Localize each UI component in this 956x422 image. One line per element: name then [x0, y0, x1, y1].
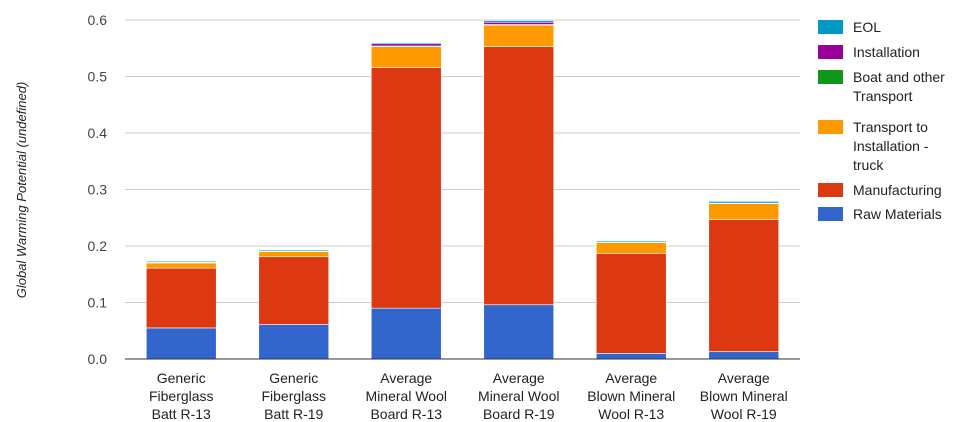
bar-segment	[258, 324, 330, 360]
y-tick-label: 0.4	[88, 125, 108, 141]
x-tick-label: Fiberglass	[261, 388, 326, 404]
legend-label: Transport to	[853, 119, 928, 135]
bar-segment	[370, 307, 442, 360]
y-axis-label: Global Warming Potential (undefined)	[14, 82, 29, 299]
legend-label: Boat and other	[853, 69, 945, 85]
bar-segment	[483, 20, 555, 23]
bar-segment	[370, 67, 442, 309]
x-tick-label: Board R-13	[370, 406, 442, 422]
legend-swatch	[818, 45, 843, 59]
x-tick-label: Blown Mineral	[700, 388, 788, 404]
bar-segment	[595, 253, 667, 354]
x-tick-label: Batt R-13	[152, 406, 211, 422]
bar-segment	[708, 351, 780, 360]
y-tick-label: 0.0	[88, 351, 108, 367]
legend-swatch	[818, 120, 843, 134]
y-tick-label: 0.2	[88, 238, 108, 254]
bars	[145, 20, 780, 360]
x-tick-label: Mineral Wool	[478, 388, 559, 404]
bar-segment	[483, 24, 555, 47]
bar-segment	[370, 43, 442, 47]
bar-segment	[258, 251, 330, 258]
legend-label: Installation -	[853, 138, 929, 154]
y-tick-label: 0.3	[88, 182, 108, 198]
bar-segment	[145, 267, 217, 329]
bar-segment	[258, 249, 330, 252]
legend-swatch	[818, 183, 843, 197]
gridlines	[125, 19, 800, 303]
bar-segment	[370, 42, 442, 45]
x-tick-label: Average	[605, 370, 657, 386]
legend-swatch	[818, 207, 843, 221]
x-tick-label: Blown Mineral	[587, 388, 675, 404]
bar-segment	[595, 353, 667, 360]
x-tick-label: Average	[718, 370, 770, 386]
x-tick-label: Wool R-19	[711, 406, 777, 422]
x-tick-label: Wool R-13	[598, 406, 664, 422]
bar-segment	[708, 201, 780, 204]
legend-label: Manufacturing	[853, 182, 942, 198]
axes: 0.0 0.1 0.2 0.3 0.4 0.5 0.6 Generic Fiberglass Ba…	[88, 12, 800, 422]
bar-segment	[595, 242, 667, 254]
x-tick-label: Batt R-19	[264, 406, 323, 422]
legend-label: Installation	[853, 44, 920, 60]
legend-label: truck	[853, 157, 884, 173]
legend: EOL Installation Boat and other Transport Tr…	[818, 19, 945, 222]
x-tick-label: Generic	[157, 370, 206, 386]
bar-segment	[145, 260, 217, 263]
x-tick-label: Average	[493, 370, 545, 386]
bar-segment	[595, 240, 667, 243]
legend-label: EOL	[853, 19, 881, 35]
x-tick-label: Generic	[269, 370, 318, 386]
bar-segment	[370, 46, 442, 68]
bar-segment	[483, 46, 555, 306]
bar-segment	[483, 21, 555, 25]
y-tick-label: 0.5	[88, 69, 108, 85]
bar-segment	[483, 304, 555, 360]
legend-swatch	[818, 20, 843, 34]
legend-label: Raw Materials	[853, 206, 942, 222]
x-tick-label: Board R-19	[483, 406, 555, 422]
y-tick-label: 0.1	[88, 295, 108, 311]
x-tick-label: Average	[380, 370, 432, 386]
bar-segment	[708, 203, 780, 220]
x-tick-label: Mineral Wool	[366, 388, 447, 404]
bar-segment	[145, 327, 217, 360]
x-tick-label: Fiberglass	[149, 388, 214, 404]
legend-label: Transport	[853, 88, 913, 104]
bar-segment	[708, 219, 780, 352]
y-tick-label: 0.6	[88, 12, 108, 28]
legend-swatch	[818, 70, 843, 84]
bar-segment	[258, 256, 330, 325]
bar-segment	[145, 262, 217, 269]
